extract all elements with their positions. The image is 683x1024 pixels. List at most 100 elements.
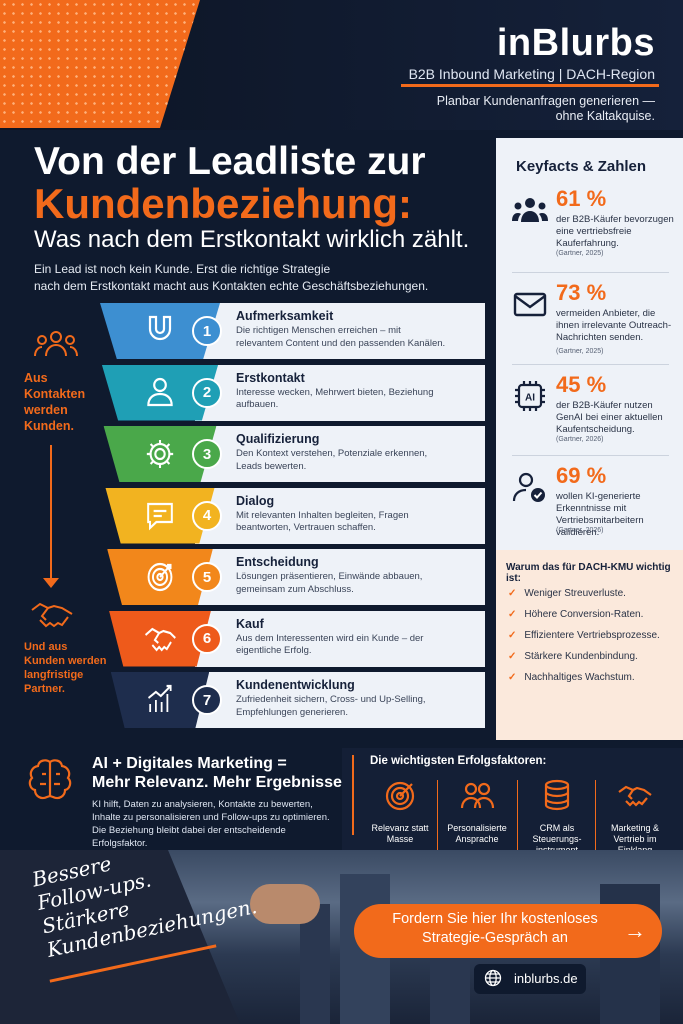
brand-claim: Planbar Kundenanfragen generieren — ohne…: [395, 94, 655, 124]
svg-text:AI: AI: [525, 393, 535, 404]
checkmark-icon: ✓: [508, 651, 517, 662]
why-item-text: Höhere Conversion-Raten.: [524, 609, 644, 620]
building-silhouette: [300, 904, 330, 1024]
database-icon: [544, 779, 570, 811]
funnel-step-4: 4 Dialog Mit relevanten Inhalten begleiten…: [100, 487, 485, 544]
keyfact-source: (Gartner, 2025): [556, 348, 604, 355]
ai-heading-line-1: AI + Digitales Marketing =: [92, 755, 287, 772]
step-description: Aus dem Interessenten wird ein Kunde – d…: [236, 632, 424, 657]
funnel-step-3: 3 Qualifizierung Den Kontext verstehen, Po…: [100, 426, 485, 482]
checkmark-icon: ✓: [508, 672, 517, 683]
handshake-icon: [31, 602, 73, 628]
step-description: Lösungen präsentieren, Einwände abbauen,…: [236, 571, 423, 595]
cta-line-1[interactable]: Fordern Sie hier Ihr kostenloses: [392, 911, 598, 927]
success-factor: Personalisierte Ansprache: [438, 778, 516, 845]
success-factor-divider: [595, 780, 596, 850]
success-factor: Relevanz statt Masse: [361, 778, 439, 845]
funnel-step-2: 2 Erstkontakt Interesse wecken, Mehrwert b…: [100, 364, 485, 421]
step-title: Aufmerksamkeit: [236, 309, 334, 323]
step-title: Kundenentwicklung: [236, 678, 355, 692]
headline-line-2: Kundenbeziehung:: [34, 180, 412, 227]
arrow-right-icon[interactable]: →: [624, 918, 646, 943]
growth-chart-icon: [148, 684, 172, 712]
website-link[interactable]: inblurbs.de: [514, 971, 578, 986]
keyfact-percentage: 69 %: [556, 463, 607, 488]
step-description: Zufriedenheit sichern, Cross- und Up-Sel…: [236, 694, 426, 718]
step-description: Interesse wecken, Mehrwert bieten, Bezie…: [236, 386, 434, 411]
funnel-step-6: 6 Kauf Aus dem Interessenten wird ein Kund…: [100, 610, 485, 667]
why-panel: [496, 550, 683, 740]
why-item-text: Stärkere Kundenbindung.: [524, 651, 638, 662]
handshake-icon: [144, 627, 176, 652]
step-number: 7: [192, 685, 222, 715]
handshake-icon: [618, 785, 652, 807]
why-list-item: ✓ Höhere Conversion-Raten.: [508, 609, 643, 620]
step-number: 6: [192, 623, 222, 654]
keyfact-divider: [512, 455, 669, 456]
step-card: [195, 549, 485, 605]
success-factor: Marketing & Vertrieb im Einklang: [596, 778, 674, 856]
brand-logo[interactable]: inBlurbs: [496, 22, 655, 64]
why-list-item: ✓ Nachhaltiges Wachstum.: [508, 672, 635, 683]
chat-icon: [147, 502, 173, 530]
step-card: [195, 364, 485, 421]
checkmark-icon: ✓: [508, 588, 517, 599]
success-factor-label: Personalisierte Ansprache: [447, 823, 507, 844]
ai-text: KI hilft, Daten zu analysieren, Kontakte…: [92, 799, 330, 849]
why-item-text: Nachhaltiges Wachstum.: [524, 672, 635, 683]
target-icon: [147, 562, 173, 592]
keyfact-source: (Gartner, 2026): [556, 527, 604, 534]
mail-icon: [513, 292, 547, 317]
success-factor-divider: [437, 780, 438, 850]
intro-line-1: Ein Lead ist noch kein Kunde. Erst die r…: [34, 262, 331, 276]
user-check-icon: [512, 472, 545, 502]
step-number: 1: [192, 316, 222, 346]
cta-button[interactable]: [354, 904, 662, 958]
cta-line-2[interactable]: Strategie-Gespräch an: [422, 930, 568, 946]
handshake-hands: [250, 884, 320, 924]
headline-line-1: Von der Leadliste zur: [34, 140, 426, 183]
keyfact-percentage: 61 %: [556, 186, 607, 211]
step-description: Mit relevanten Inhalten begleiten, Frage…: [236, 509, 409, 534]
why-list-item: ✓ Effizientere Vertriebsprozesse.: [508, 630, 660, 641]
keyfacts-title: Keyfacts & Zahlen: [516, 158, 647, 175]
step-description: Die richtigen Menschen erreichen – mit r…: [236, 325, 446, 349]
ai-chip-icon: AI: [515, 381, 545, 411]
keyfact-source: (Gartner, 2025): [556, 250, 604, 257]
step-title: Erstkontakt: [236, 370, 305, 385]
funnel-step-5: 5 Entscheidung Lösungen präsentieren, Einw…: [100, 549, 485, 605]
success-factor: CRM als Steuerungs-instrument: [518, 778, 596, 856]
section-divider: [352, 755, 354, 835]
gear-icon: [146, 440, 174, 468]
intro-text: Ein Lead ist noch kein Kunde. Erst die r…: [34, 261, 454, 295]
step-number: 4: [192, 500, 222, 531]
step-title: Entscheidung: [236, 555, 319, 569]
checkmark-icon: ✓: [508, 609, 517, 620]
cta-label[interactable]: Fordern Sie hier Ihr kostenloses Strateg…: [370, 910, 620, 948]
intro-line-2: nach dem Erstkontakt macht aus Kontakten…: [34, 279, 429, 293]
step-card: [195, 672, 485, 728]
why-item-text: Effizientere Vertriebsprozesse.: [524, 630, 660, 641]
claim-line-1: Planbar Kundenanfragen generieren —: [436, 94, 655, 108]
why-list-item: ✓ Stärkere Kundenbindung.: [508, 651, 638, 662]
step-number: 5: [192, 562, 222, 592]
step-title: Qualifizierung: [236, 432, 320, 446]
step-title: Kauf: [236, 616, 264, 631]
why-item-text: Weniger Streuverluste.: [524, 588, 626, 599]
why-title: Warum das für DACH-KMU wichtig ist:: [506, 562, 671, 584]
website-badge[interactable]: [474, 964, 586, 994]
people-group-icon: [34, 331, 78, 357]
claim-line-2: ohne Kaltakquise.: [555, 109, 655, 123]
step-card: [195, 303, 485, 359]
ai-heading-line-2: Mehr Relevanz. Mehr Ergebnisse.: [92, 774, 347, 791]
keyfact-text: wollen KI-generierte Erkenntnisse mit Ve…: [556, 491, 644, 538]
ai-heading: AI + Digitales Marketing = Mehr Relevanz…: [92, 754, 346, 792]
group-icon: [512, 198, 548, 222]
flow-arrow-line: [50, 445, 52, 580]
keyfact-text: der B2B-Käufer bevorzugen eine vertriebs…: [556, 214, 674, 249]
success-factor-label: Relevanz statt Masse: [371, 823, 429, 844]
left-slogan-bottom: Und aus Kunden werden langfristige Partn…: [24, 641, 107, 695]
magnet-icon: [148, 315, 172, 341]
people-icon: [460, 782, 495, 809]
keyfact-text: vermeiden Anbieter, die ihnen irrelevant…: [556, 308, 672, 343]
